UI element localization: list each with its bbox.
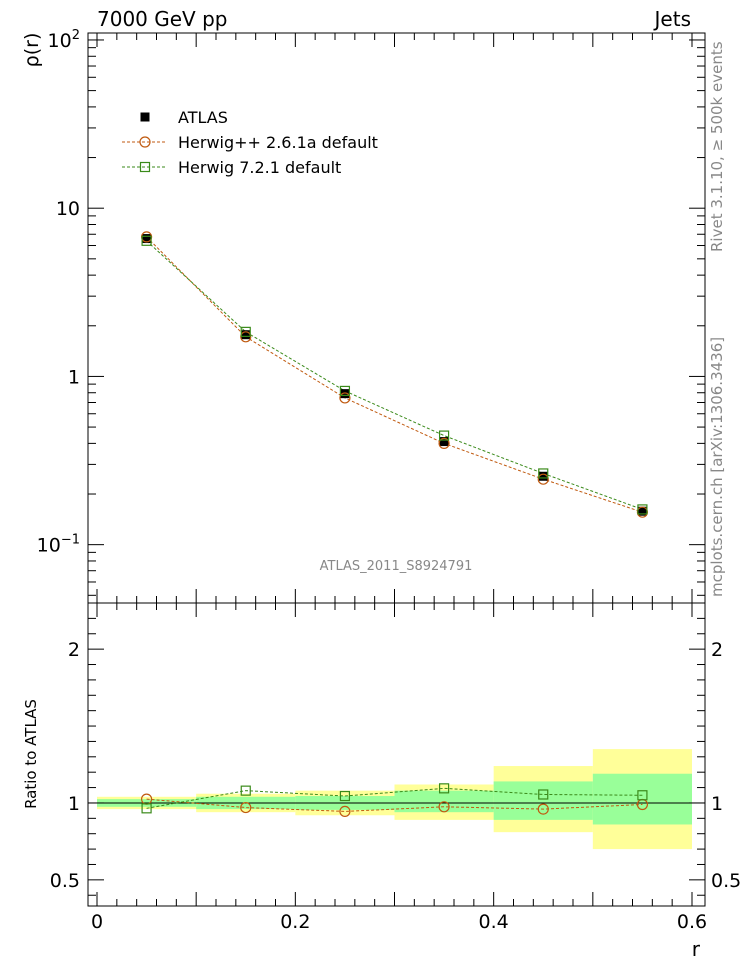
ratio-xtick-label: 0 [91, 911, 103, 933]
ratio-ytick-label-right: 2 [711, 639, 723, 661]
legend-label: ATLAS [178, 108, 228, 127]
ratio-herwigpp-point [438, 801, 450, 813]
ratio-ytick-label-right: 1 [711, 793, 723, 815]
main-ytick-label: 1 [68, 366, 80, 388]
ratio-data-layer [140, 783, 649, 818]
atlas-point [142, 234, 152, 244]
ratio-xtick-label: 0.6 [677, 911, 707, 933]
atlas-point [538, 471, 548, 481]
rivet-label: Rivet 3.1.10, ≥ 500k events [708, 41, 726, 252]
main-line-herwig7 [146, 240, 643, 510]
ratio-band-inner [493, 781, 593, 820]
ratio-herwigpp-point [240, 801, 252, 814]
ratio-xtick-label: 0.2 [280, 911, 310, 933]
ratio-herwigpp-point [339, 805, 351, 818]
ratio-ylabel: Ratio to ATLAS [22, 699, 40, 809]
header-right: Jets [653, 7, 691, 31]
ratio-ytick-label: 0.5 [50, 870, 80, 892]
ratio-xtick-label: 0.4 [479, 911, 509, 933]
legend-label: Herwig 7.2.1 default [178, 158, 341, 177]
ratio-herwig7-point [141, 803, 152, 814]
herwig7-point [240, 326, 251, 337]
ratio-ytick-label: 2 [68, 639, 80, 661]
herwig7-point [438, 430, 450, 441]
herwig7-point [141, 235, 152, 246]
main-ylabel: ρ(r) [21, 33, 43, 68]
legend: ATLAS Herwig++ 2.6.1a default Herwig 7.2.1… [122, 108, 378, 177]
ratio-herwig7-point [538, 789, 549, 800]
legend-marker [139, 136, 151, 148]
ratio-herwig7-point [240, 785, 251, 796]
ratio-ytick-label: 1 [68, 793, 80, 815]
legend-label: Herwig++ 2.6.1a default [178, 133, 378, 152]
main-ytick-label: 102 [48, 28, 80, 52]
analysis-id: ATLAS_2011_S8924791 [320, 559, 473, 574]
atlas-point [340, 389, 350, 399]
main-line-herwigpp [146, 236, 643, 513]
main-ytick-label: 10 [56, 198, 80, 220]
main-axes: 10−1 1 10 102 [37, 28, 705, 603]
herwig7-point [538, 468, 549, 479]
mcplots-label: mcplots.cern.ch [arXiv:1306.3436] [708, 337, 726, 597]
ratio-herwig7-point [438, 783, 450, 794]
atlas-point [241, 330, 251, 340]
ratio-bands [88, 749, 705, 850]
ratio-line-herwigpp [146, 798, 643, 812]
ratio-ytick-label-right: 0.5 [711, 870, 741, 892]
main-data-layer [140, 231, 649, 518]
ratio-frame [87, 602, 706, 907]
header-left: 7000 GeV pp [97, 7, 228, 31]
herwig7-point [339, 385, 351, 397]
atlas-point [439, 437, 449, 447]
legend-marker [140, 112, 150, 122]
main-panel: 10−1 1 10 102 ρ(r) ATLAS_2011_S8924791 ATLA… [21, 28, 706, 604]
main-ytick-label: 10−1 [37, 533, 80, 557]
ratio-herwig7-point [637, 790, 648, 801]
herwigpp-point [438, 437, 450, 449]
herwig7-point [637, 504, 648, 515]
atlas-point [637, 506, 647, 516]
ratio-herwig7-point [339, 790, 351, 802]
herwigpp-point [537, 473, 549, 485]
legend-marker [139, 161, 151, 173]
ratio-xlabel: r [692, 937, 701, 961]
herwigpp-point [339, 392, 351, 404]
ratio-line-herwig7 [146, 787, 643, 809]
ratio-axes: 0 0.2 0.4 0.60.5 0.51 12 2 [50, 603, 741, 933]
ratio-panel: 0 0.2 0.4 0.60.5 0.51 12 2 Ratio to ATLAS r [22, 602, 741, 961]
ratio-herwigpp-point [537, 803, 549, 815]
